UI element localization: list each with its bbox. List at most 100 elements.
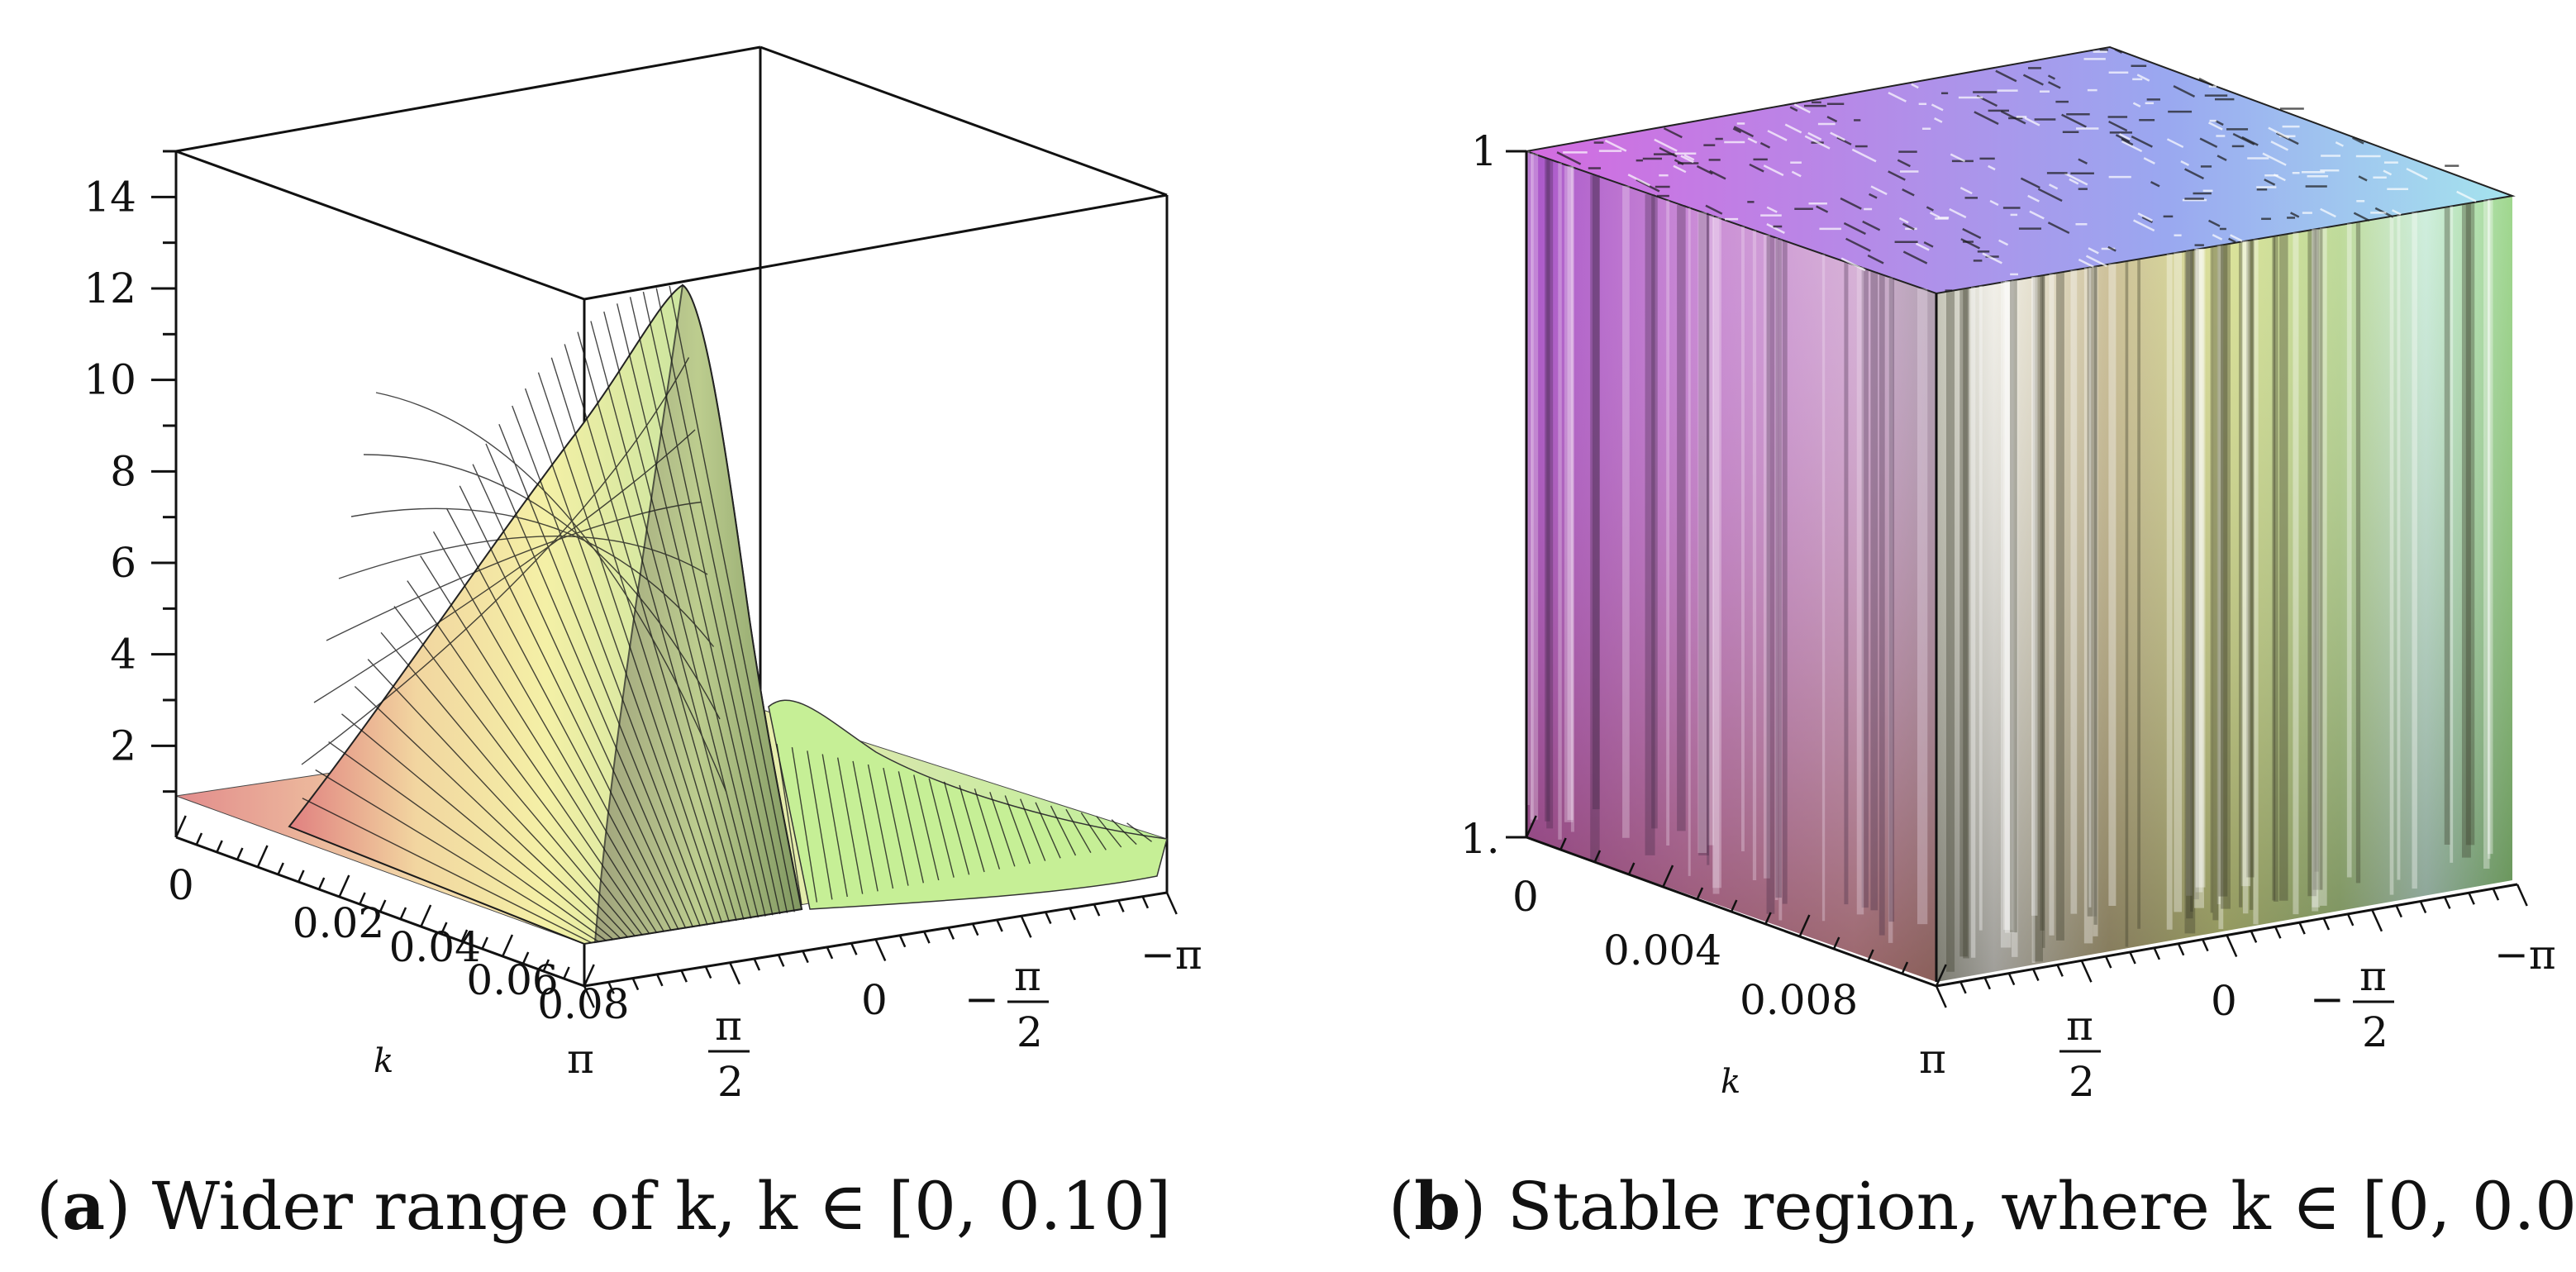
theta-tick-label: − π 2 — [2310, 952, 2394, 1056]
top-texture-mark — [2069, 178, 2079, 185]
top-texture-mark — [1929, 212, 1940, 218]
top-texture-mark — [1898, 217, 1909, 224]
top-texture-mark — [1680, 155, 1694, 164]
top-texture-mark — [2047, 222, 2070, 235]
mesh-line-a-tail — [836, 757, 864, 894]
top-texture-mark — [2131, 135, 2153, 148]
mesh-line-a-tail — [821, 754, 848, 898]
top-texture-mark — [1807, 131, 1822, 141]
theta-tick-label: − π 2 — [964, 952, 1049, 1056]
mesh-line-a-tail — [1096, 816, 1122, 848]
mesh-curve-a — [326, 501, 702, 641]
top-texture-mark — [1804, 135, 1831, 150]
mesh-line-a-tail — [928, 778, 955, 878]
top-texture-mark — [1911, 83, 1919, 89]
top-texture-mark — [2241, 136, 2259, 146]
frac-denominator: 2 — [2362, 1008, 2388, 1056]
k-tick-a — [502, 934, 514, 957]
theta-tick — [2104, 955, 2112, 969]
top-texture-mark — [1784, 123, 1802, 134]
top-texture-mark — [2107, 245, 2117, 252]
mesh-line-a-tail — [1035, 802, 1061, 859]
top-texture-mark — [2406, 167, 2428, 180]
theta-tick — [2274, 926, 2282, 939]
theta-tick — [631, 978, 640, 991]
mesh-curve-a — [350, 507, 715, 647]
top-texture-mark — [2290, 212, 2300, 218]
top-texture-mark — [1826, 116, 1838, 123]
top-texture-mark — [2085, 255, 2107, 268]
top-texture-mark — [1627, 174, 1650, 187]
frac-numerator: π — [1014, 952, 1041, 1000]
k-axis-label-b: k — [1721, 1063, 1740, 1101]
k-tick-b — [1525, 815, 1537, 838]
top-texture-mark — [2049, 183, 2059, 190]
top-texture-mark — [2020, 177, 2040, 189]
mesh-line-a — [328, 741, 607, 941]
theta-tick — [1983, 977, 1992, 990]
top-texture-mark — [2121, 140, 2143, 153]
k-tick-b — [1764, 912, 1772, 925]
k-tick-a — [216, 840, 223, 853]
k-tick-a — [563, 966, 570, 979]
mesh-line-a-tail — [1020, 798, 1046, 861]
theta-tick — [802, 950, 809, 964]
mesh-line-a-tail — [1050, 805, 1077, 856]
theta-tick — [680, 969, 688, 983]
theta-tick — [874, 938, 887, 962]
top-texture-mark — [1923, 241, 1934, 248]
theta-tick-label: π2 — [2059, 1002, 2101, 1106]
theta-tick — [2322, 917, 2331, 931]
top-texture-mark — [1902, 188, 1915, 197]
theta-tick — [1165, 892, 1178, 915]
top-texture-mark — [2184, 168, 2204, 180]
frac-numerator: π — [2066, 1002, 2093, 1050]
theta-tick — [2202, 939, 2209, 952]
theta-tick — [1020, 915, 1032, 938]
z-tick-label-b-top: 1 — [1471, 127, 1498, 175]
top-texture-mark — [2137, 212, 2153, 222]
k-tick-a — [317, 877, 326, 890]
theta-tick — [2129, 951, 2136, 965]
k-tick-b — [1832, 936, 1840, 950]
top-texture-mark — [1674, 159, 1684, 165]
theta-tick — [1093, 903, 1101, 917]
top-texture-mark — [1733, 126, 1755, 138]
theta-tick-label: π — [1919, 1035, 1946, 1083]
theta-tick — [607, 981, 615, 994]
top-texture-mark — [1763, 164, 1784, 177]
mesh-curve-a — [363, 454, 721, 720]
theta-tick — [2080, 960, 2093, 983]
top-texture-mark — [2024, 117, 2040, 126]
top-texture-mark — [1843, 222, 1866, 236]
top-texture-mark — [1897, 159, 1911, 168]
top-texture-mark — [2118, 133, 2131, 141]
top-texture-mark — [2115, 134, 2131, 143]
top-texture-mark — [1705, 204, 1723, 215]
top-texture-mark — [1915, 242, 1930, 251]
mesh-line-a-tail — [989, 792, 1016, 867]
mesh-line-a-tail — [867, 764, 894, 889]
theta-tick — [2371, 909, 2383, 932]
theta-tick — [2468, 892, 2475, 905]
theta-tick — [2419, 900, 2427, 914]
top-texture-mark — [2392, 209, 2402, 216]
top-texture-mark — [1982, 252, 2002, 264]
top-texture-mark — [2268, 126, 2290, 140]
mesh-line-a-tail — [898, 771, 925, 884]
surface-a-tail — [768, 699, 1168, 910]
theta-tick — [1044, 912, 1052, 925]
top-texture-mark — [2136, 74, 2150, 82]
top-texture-mark — [2047, 81, 2061, 89]
mesh-line-a — [288, 826, 585, 945]
k-tick-a — [338, 874, 350, 898]
k-tick-a — [359, 892, 366, 905]
mesh-line-a — [577, 331, 745, 920]
top-texture-mark — [2383, 169, 2393, 176]
theta-tick — [2298, 922, 2306, 935]
surface-b-left-shade — [1526, 151, 1936, 982]
mesh-line-a-tail — [776, 743, 802, 906]
